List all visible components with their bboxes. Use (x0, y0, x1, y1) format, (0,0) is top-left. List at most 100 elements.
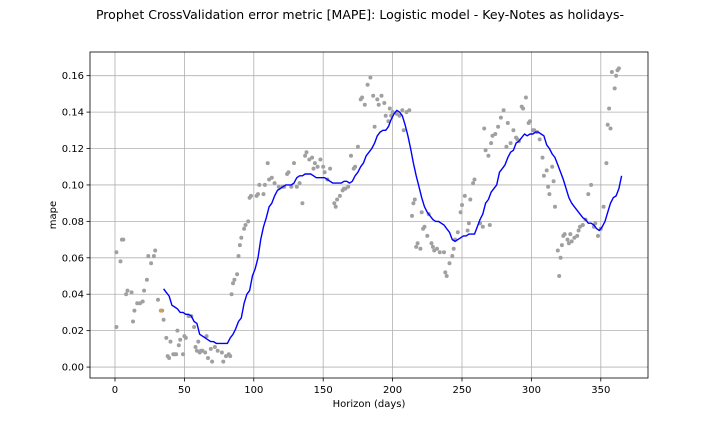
data-point (410, 213, 414, 218)
data-point (493, 132, 498, 136)
data-point (466, 221, 471, 226)
data-point (297, 181, 302, 186)
data-point (528, 119, 532, 124)
data-point (355, 144, 360, 149)
data-point (442, 250, 446, 255)
rolling-mean-line (163, 109, 623, 345)
data-point (146, 254, 151, 258)
data-point (161, 317, 166, 322)
data-point (418, 246, 423, 251)
data-point (451, 246, 456, 251)
data-point (489, 141, 494, 146)
data-point (460, 203, 464, 207)
data-point (472, 177, 477, 182)
data-point (118, 259, 123, 264)
x-tick-label: 250 (452, 385, 471, 396)
data-point (315, 164, 320, 169)
data-point (580, 223, 585, 227)
data-point (337, 193, 342, 198)
data-point (219, 350, 224, 355)
x-tick-label: 300 (522, 385, 541, 396)
data-point (372, 124, 377, 129)
data-point (601, 204, 606, 209)
data-point (576, 228, 581, 233)
data-point (114, 250, 119, 255)
data-point (164, 335, 169, 340)
y-tick-label: 0.04 (62, 290, 84, 301)
data-point (265, 161, 270, 166)
data-point (346, 184, 351, 189)
data-point (616, 66, 621, 71)
data-point (203, 350, 208, 355)
data-point (232, 277, 237, 282)
data-point (562, 232, 567, 237)
data-point (362, 102, 367, 107)
data-point (196, 339, 201, 344)
data-point (407, 108, 412, 113)
data-point (310, 155, 315, 160)
data-point (332, 201, 337, 206)
data-point (156, 297, 160, 302)
data-point (471, 181, 476, 186)
data-point (575, 233, 580, 238)
y-tick-label: 0.00 (62, 363, 84, 374)
data-point (568, 232, 573, 237)
data-point (175, 328, 180, 333)
data-point (210, 359, 215, 364)
data-point (176, 343, 181, 348)
data-point (572, 235, 577, 240)
data-point (462, 193, 467, 198)
data-point (312, 161, 317, 166)
x-tick-label: 0 (112, 385, 118, 396)
y-tick-label: 0.12 (62, 144, 84, 155)
data-point (540, 155, 545, 160)
data-point (289, 184, 294, 189)
data-point (121, 237, 126, 242)
data-point (131, 319, 135, 324)
data-point (557, 274, 562, 278)
data-point (193, 345, 198, 349)
data-point (607, 106, 612, 111)
data-point (149, 261, 154, 266)
data-point (415, 241, 420, 246)
data-point (550, 164, 555, 169)
data-point (371, 93, 376, 98)
data-point (178, 337, 183, 342)
data-point (498, 115, 503, 120)
data-point (246, 219, 251, 224)
data-point (294, 184, 299, 189)
data-point (239, 235, 244, 240)
data-point (231, 281, 235, 286)
data-point (414, 244, 419, 249)
data-point (153, 248, 158, 253)
data-point (383, 113, 388, 118)
data-point (501, 108, 506, 113)
data-point (256, 192, 260, 197)
data-point (135, 301, 140, 306)
data-point (129, 290, 134, 295)
data-point (335, 197, 340, 202)
data-point (508, 141, 513, 146)
data-point (276, 184, 281, 189)
x-tick-label: 50 (178, 385, 191, 396)
data-point (249, 193, 253, 198)
data-point (400, 108, 405, 113)
data-point (144, 277, 149, 282)
x-tick-label: 150 (314, 385, 333, 396)
data-point (151, 254, 156, 258)
data-point (174, 352, 179, 357)
x-tick-label: 200 (383, 385, 402, 396)
data-point (228, 354, 233, 359)
data-point (609, 70, 614, 74)
data-point (390, 110, 395, 115)
plot-frame (89, 51, 649, 379)
axis-ticks: 0 50 100 150 200 250 300 350 0.00 0.02 0.04 0.06 0.0… (62, 71, 611, 396)
data-point (443, 270, 448, 275)
data-point (429, 241, 434, 246)
data-point (412, 197, 417, 202)
data-point (523, 95, 528, 100)
data-point (304, 150, 309, 155)
data-point (458, 210, 463, 215)
data-point (604, 161, 609, 166)
x-tick-label: 100 (244, 385, 263, 396)
